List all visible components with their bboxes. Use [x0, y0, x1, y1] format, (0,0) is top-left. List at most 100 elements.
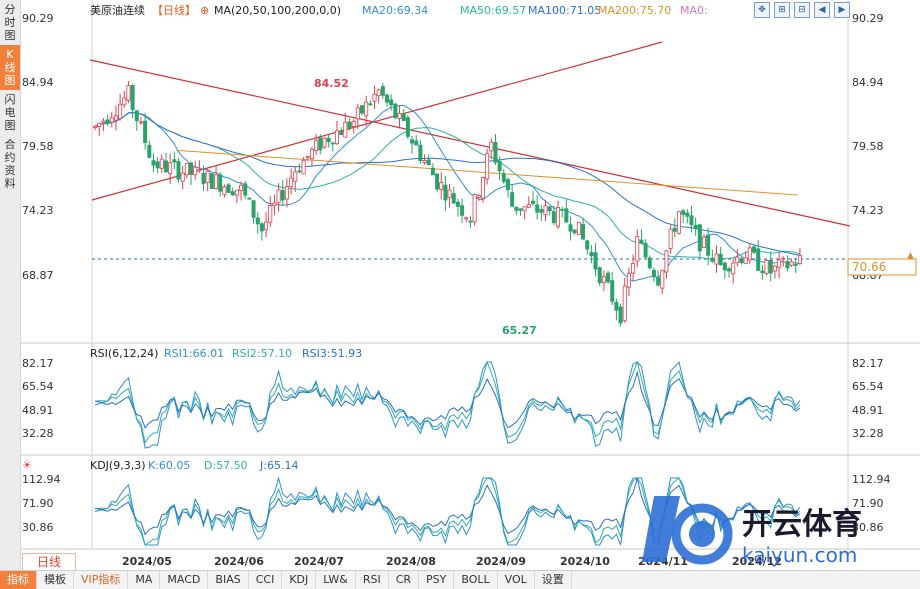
- candle-body[interactable]: [318, 137, 323, 151]
- tab-contract-info[interactable]: 合 约 资 料: [4, 138, 16, 190]
- candle-body[interactable]: [209, 173, 214, 190]
- candle-body[interactable]: [339, 131, 344, 135]
- candle-body[interactable]: [547, 206, 552, 212]
- candle-body[interactable]: [535, 204, 540, 213]
- candle-body[interactable]: [639, 239, 644, 244]
- candle-body[interactable]: [510, 192, 515, 207]
- candle-body[interactable]: [581, 223, 586, 240]
- candle-body[interactable]: [397, 112, 402, 119]
- candle-body[interactable]: [460, 205, 465, 216]
- candle-body[interactable]: [772, 265, 777, 272]
- candle-body[interactable]: [472, 194, 477, 223]
- candle-body[interactable]: [234, 189, 239, 196]
- candle-body[interactable]: [635, 236, 640, 262]
- candle-body[interactable]: [314, 139, 319, 152]
- candle-body[interactable]: [351, 121, 356, 128]
- candle-body[interactable]: [522, 206, 527, 212]
- candle-body[interactable]: [468, 220, 473, 223]
- candle-body[interactable]: [476, 195, 481, 198]
- candle-body[interactable]: [606, 272, 611, 283]
- candle-body[interactable]: [706, 234, 711, 256]
- indicator-tab[interactable]: PSY: [419, 571, 455, 589]
- candle-body[interactable]: [485, 153, 490, 180]
- candle-body[interactable]: [93, 125, 98, 128]
- candle-body[interactable]: [239, 184, 244, 191]
- indicator-tab[interactable]: MACD: [160, 571, 209, 589]
- candlestick-series[interactable]: [93, 80, 802, 327]
- candle-body[interactable]: [435, 173, 440, 190]
- candle-body[interactable]: [727, 268, 732, 272]
- candle-body[interactable]: [151, 160, 156, 166]
- candle-body[interactable]: [226, 184, 231, 193]
- candle-body[interactable]: [693, 224, 698, 229]
- candle-body[interactable]: [593, 252, 598, 270]
- candle-body[interactable]: [668, 228, 673, 249]
- candle-body[interactable]: [768, 259, 773, 274]
- candle-body[interactable]: [752, 246, 757, 253]
- candle-body[interactable]: [101, 120, 106, 124]
- candle-body[interactable]: [259, 223, 264, 232]
- indicator-tab[interactable]: 指标: [0, 571, 37, 589]
- candle-body[interactable]: [343, 121, 348, 138]
- candle-body[interactable]: [218, 174, 223, 192]
- candle-body[interactable]: [293, 171, 298, 182]
- candle-body[interactable]: [118, 103, 123, 119]
- candle-body[interactable]: [364, 101, 369, 117]
- indicator-tab[interactable]: BIAS: [208, 571, 249, 589]
- candle-body[interactable]: [268, 205, 273, 223]
- scroll-left-icon[interactable]: ◀: [814, 2, 830, 18]
- candle-body[interactable]: [301, 159, 306, 175]
- candle-body[interactable]: [176, 161, 181, 180]
- downtrend-line[interactable]: [89, 59, 851, 227]
- candle-body[interactable]: [368, 103, 373, 106]
- sun-icon[interactable]: ☀: [22, 459, 32, 472]
- candle-body[interactable]: [660, 270, 665, 289]
- settings-icon[interactable]: ⊕: [200, 4, 209, 17]
- candle-body[interactable]: [722, 262, 727, 271]
- candle-body[interactable]: [214, 174, 219, 189]
- candle-body[interactable]: [389, 99, 394, 106]
- candle-body[interactable]: [334, 130, 339, 145]
- candle-body[interactable]: [672, 227, 677, 232]
- candle-body[interactable]: [489, 141, 494, 152]
- candle-body[interactable]: [781, 257, 786, 260]
- candle-body[interactable]: [576, 221, 581, 235]
- candle-body[interactable]: [184, 163, 189, 176]
- candle-body[interactable]: [405, 117, 410, 137]
- candle-body[interactable]: [222, 186, 227, 195]
- candle-body[interactable]: [572, 229, 577, 234]
- candle-body[interactable]: [656, 277, 661, 286]
- kline-chart[interactable]: 美原油连续 【日线】 ⊕ MA(20,50,100,200,0,0) MA20:…: [20, 0, 920, 570]
- candle-body[interactable]: [205, 170, 210, 183]
- candle-body[interactable]: [743, 257, 748, 264]
- indicator-tab[interactable]: VOL: [498, 571, 535, 589]
- candle-body[interactable]: [163, 160, 168, 173]
- candle-body[interactable]: [756, 248, 761, 271]
- candle-body[interactable]: [631, 262, 636, 274]
- candle-body[interactable]: [443, 184, 448, 201]
- candle-body[interactable]: [739, 258, 744, 264]
- zoom-in-icon[interactable]: ⊞: [774, 2, 790, 18]
- indicator-tab[interactable]: CCI: [249, 571, 283, 589]
- candle-body[interactable]: [697, 224, 702, 252]
- indicator-tab[interactable]: BOLL: [454, 571, 498, 589]
- candle-body[interactable]: [280, 190, 285, 201]
- candle-body[interactable]: [622, 285, 627, 322]
- indicator-tab[interactable]: LW&: [316, 571, 356, 589]
- candle-body[interactable]: [105, 119, 110, 124]
- candle-body[interactable]: [505, 179, 510, 191]
- candle-body[interactable]: [138, 121, 143, 124]
- candle-body[interactable]: [134, 110, 139, 122]
- candle-body[interactable]: [710, 257, 715, 262]
- candle-body[interactable]: [681, 210, 686, 215]
- candle-body[interactable]: [447, 189, 452, 198]
- candle-body[interactable]: [539, 209, 544, 213]
- candle-body[interactable]: [243, 183, 248, 196]
- candle-body[interactable]: [551, 211, 556, 224]
- period-label[interactable]: 【日线】: [152, 3, 196, 17]
- candle-body[interactable]: [289, 177, 294, 187]
- candle-body[interactable]: [797, 254, 802, 264]
- candle-body[interactable]: [597, 267, 602, 284]
- candle-body[interactable]: [305, 155, 310, 158]
- candle-body[interactable]: [309, 148, 314, 160]
